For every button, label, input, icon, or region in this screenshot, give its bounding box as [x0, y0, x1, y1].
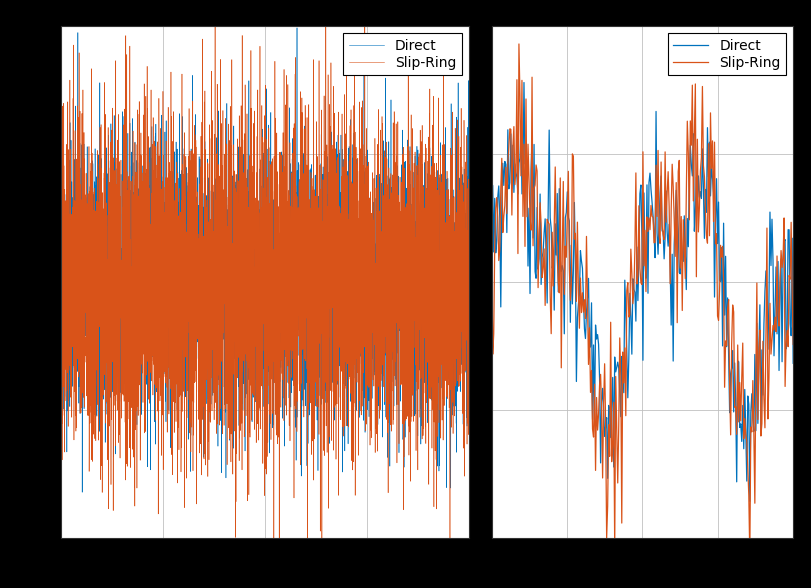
Direct — [464, 333, 474, 340]
Direct — [487, 285, 496, 292]
Direct — [292, 24, 302, 31]
Slip-Ring — [488, 350, 498, 358]
Slip-Ring — [742, 437, 752, 445]
Slip-Ring — [667, 208, 676, 215]
Slip-Ring — [130, 139, 139, 146]
Direct — [77, 489, 87, 496]
Slip-Ring — [321, 422, 331, 429]
Slip-Ring — [301, 115, 311, 122]
Slip-Ring — [672, 319, 682, 326]
Slip-Ring — [360, 297, 370, 304]
Direct — [130, 139, 139, 146]
Slip-Ring — [762, 225, 772, 232]
Slip-Ring — [667, 161, 677, 168]
Direct — [667, 322, 676, 329]
Direct — [762, 293, 772, 300]
Line: Direct: Direct — [491, 82, 793, 502]
Slip-Ring — [487, 242, 496, 249]
Slip-Ring — [56, 308, 66, 315]
Line: Slip-Ring: Slip-Ring — [61, 1, 469, 588]
Slip-Ring — [392, 243, 401, 250]
Legend: Direct, Slip-Ring: Direct, Slip-Ring — [668, 34, 786, 75]
Direct — [392, 178, 401, 185]
Slip-Ring — [788, 341, 798, 348]
Direct — [212, 134, 221, 141]
Direct — [301, 402, 311, 409]
Slip-Ring — [210, 0, 220, 4]
Slip-Ring — [745, 554, 755, 561]
Line: Direct: Direct — [61, 28, 469, 492]
Slip-Ring — [514, 41, 524, 48]
Line: Slip-Ring: Slip-Ring — [491, 44, 793, 557]
Direct — [667, 250, 677, 258]
Slip-Ring — [212, 151, 221, 158]
Direct — [788, 360, 798, 367]
Legend: Direct, Slip-Ring: Direct, Slip-Ring — [343, 34, 461, 75]
Direct — [742, 477, 752, 485]
Direct — [488, 182, 498, 189]
Direct — [672, 205, 682, 212]
Direct — [360, 409, 370, 416]
Direct — [56, 246, 66, 253]
Slip-Ring — [464, 236, 474, 243]
Direct — [519, 79, 529, 86]
Direct — [321, 210, 331, 217]
Direct — [745, 498, 755, 505]
